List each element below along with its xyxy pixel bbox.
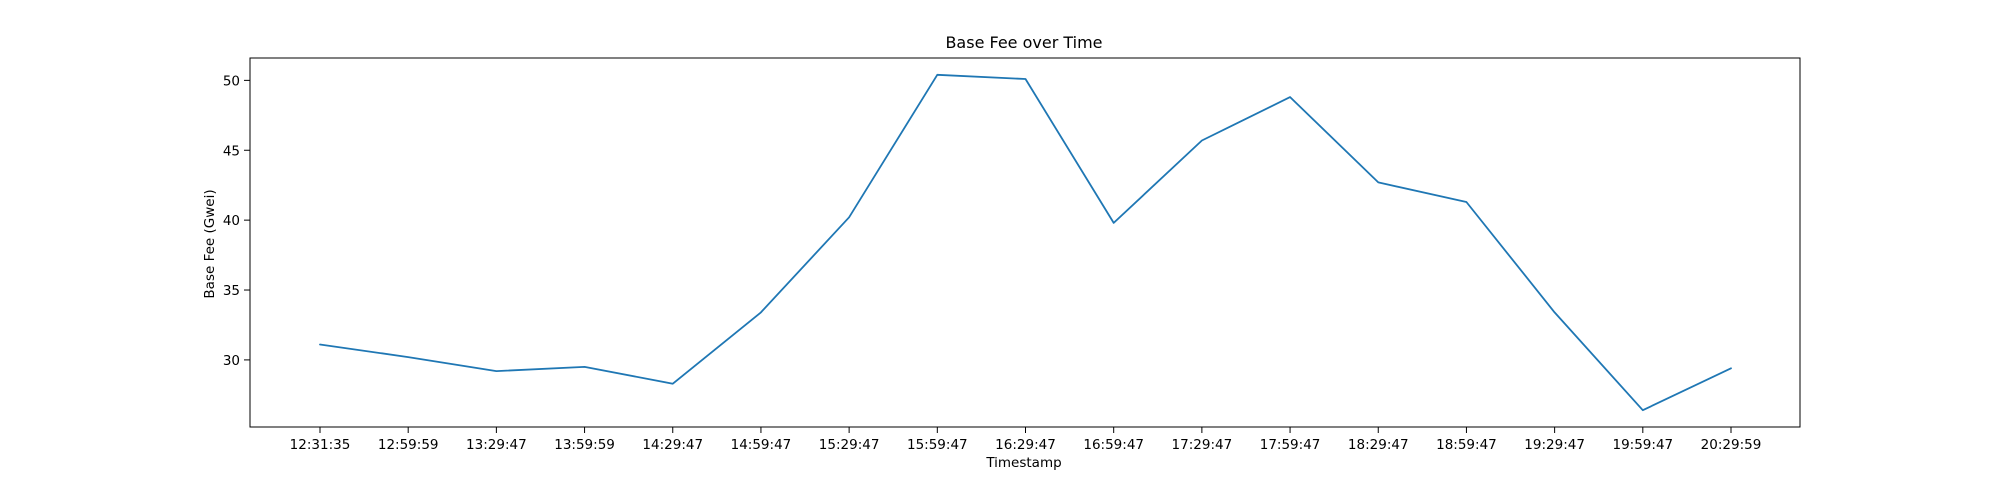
y-tick-label: 45 [223, 143, 240, 159]
data-point [318, 342, 323, 347]
y-tick-label: 50 [223, 73, 240, 89]
series-line-base-fee [319, 73, 1732, 412]
plot-area-frame [249, 57, 1801, 428]
x-tick-label: 20:29:59 [1701, 437, 1762, 453]
x-tick-label: 17:29:47 [1172, 437, 1233, 453]
data-point [406, 355, 411, 360]
x-tick-label: 12:59:59 [378, 437, 439, 453]
x-tick-label: 17:59:47 [1260, 437, 1321, 453]
x-tick-label: 15:59:47 [907, 437, 968, 453]
x-tick-label: 15:29:47 [819, 437, 880, 453]
data-point [1376, 180, 1381, 185]
x-tick-label: 19:29:47 [1524, 437, 1585, 453]
x-tick-label: 19:59:47 [1612, 437, 1673, 453]
x-tick-label: 12:31:35 [290, 437, 351, 453]
x-tick-label: 14:29:47 [642, 437, 703, 453]
data-point [758, 310, 763, 315]
data-point [1464, 199, 1469, 204]
x-tick-label: 14:59:47 [731, 437, 792, 453]
data-point [1111, 220, 1116, 225]
chart-title: Base Fee over Time [945, 33, 1102, 52]
y-axis-label: Base Fee (Gwei) [202, 189, 218, 298]
x-axis-label: Timestamp [985, 455, 1061, 471]
y-tick-label: 30 [223, 353, 240, 369]
data-point [494, 369, 499, 374]
y-tick-label: 40 [223, 213, 240, 229]
x-tick-label: 16:29:47 [995, 437, 1056, 453]
data-point [582, 364, 587, 369]
data-point [1288, 95, 1293, 100]
series-layer [318, 72, 1734, 413]
data-point [1023, 76, 1028, 81]
data-point [1640, 408, 1645, 413]
x-tick-label: 13:59:59 [554, 437, 615, 453]
x-axis-ticks: 12:31:35 12:59:59 13:29:47 13:59:59 14:29:47… [290, 427, 1762, 453]
x-tick-label: 13:29:47 [466, 437, 527, 453]
data-point [935, 72, 940, 77]
data-point [670, 381, 675, 386]
data-point [1729, 366, 1734, 371]
data-point [1552, 310, 1557, 315]
y-axis-ticks: 30 35 40 45 50 [223, 73, 250, 369]
x-tick-label: 16:59:47 [1083, 437, 1144, 453]
x-tick-label: 18:29:47 [1348, 437, 1409, 453]
data-point [1199, 138, 1204, 143]
data-point [847, 215, 852, 220]
y-tick-label: 35 [223, 283, 240, 299]
x-tick-label: 18:59:47 [1436, 437, 1497, 453]
